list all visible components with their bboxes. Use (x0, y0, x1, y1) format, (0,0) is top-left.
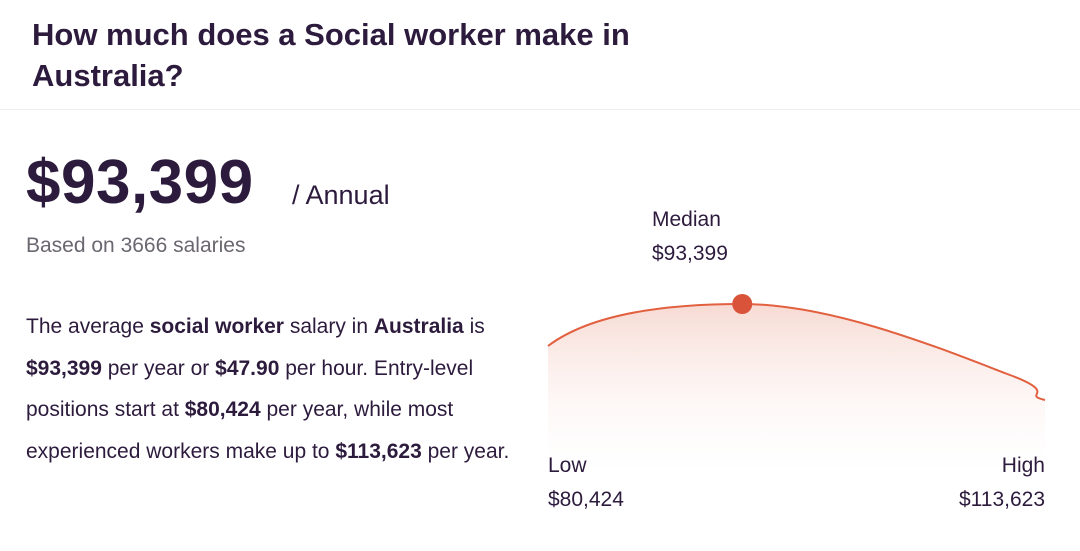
description-text: per hour. Entry-level positions start at (26, 356, 474, 422)
distribution-curve-svg (547, 294, 1046, 486)
annual-salary-value: $93,399 (26, 148, 254, 217)
salary-distribution-chart: Median $93,399 Low $80,424 High $113,623 (540, 196, 1060, 526)
description-text: per year. (421, 439, 510, 463)
description-experienced-salary: $113,623 (335, 439, 422, 463)
description-text: is (463, 315, 485, 338)
median-marker (732, 294, 753, 314)
median-value: $93,399 (652, 242, 728, 265)
low-label: Low (548, 454, 587, 477)
distribution-line (547, 302, 1046, 401)
salary-description: The average social worker salary in Aust… (26, 306, 516, 472)
salary-sample-count: Based on 3666 salaries (26, 234, 246, 257)
description-text: per year or (101, 356, 216, 380)
high-label: High (1001, 454, 1045, 477)
median-label: Median (652, 208, 721, 231)
description-text: per year, while most experienced workers… (26, 398, 454, 463)
description-location: Australia (373, 315, 464, 338)
low-value: $80,424 (548, 488, 624, 511)
description-hourly-rate: $47.90 (215, 356, 280, 380)
salary-period: / Annual (292, 180, 390, 210)
description-text: salary in (283, 315, 374, 338)
distribution-area (548, 304, 1045, 486)
description-average-salary: $93,399 (26, 356, 102, 380)
description-text: The average (26, 315, 150, 338)
description-job-title: social worker (149, 315, 284, 338)
description-entry-level-salary: $80,424 (184, 398, 261, 421)
header: How much does a Social worker make in Au… (0, 0, 1080, 110)
high-value: $113,623 (958, 488, 1045, 511)
page-title: How much does a Social worker make in Au… (32, 17, 630, 93)
